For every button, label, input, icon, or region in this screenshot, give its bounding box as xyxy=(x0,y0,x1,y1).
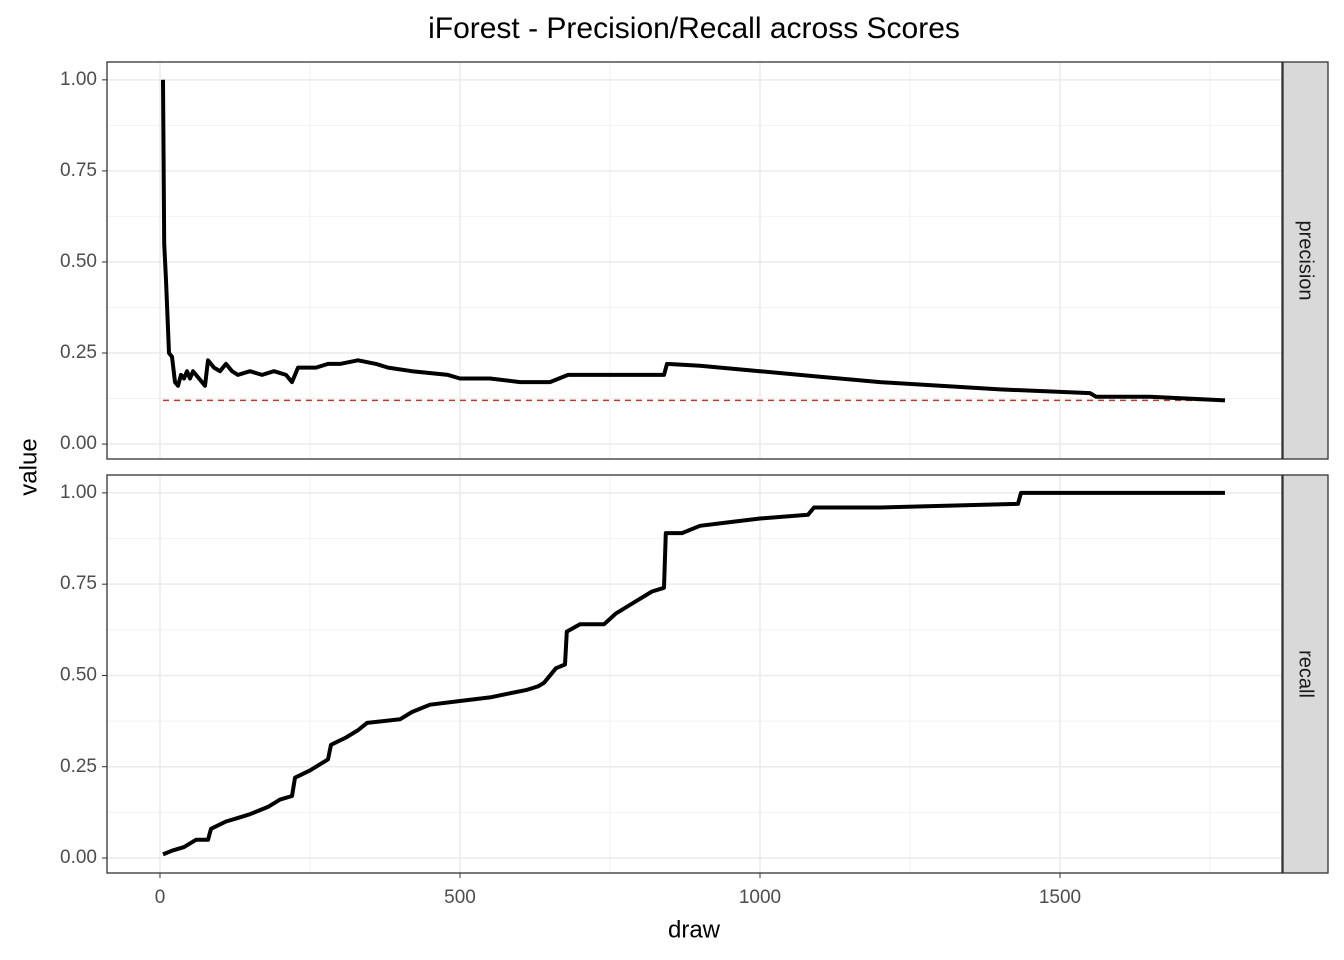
strip-label: recall xyxy=(1295,650,1317,698)
y-tick-label: 0.50 xyxy=(60,251,97,272)
y-tick-label: 1.00 xyxy=(60,69,97,90)
y-tick-label: 0.25 xyxy=(60,756,97,777)
y-tick-label: 0.00 xyxy=(60,847,97,868)
x-tick-label: 1500 xyxy=(1039,887,1081,908)
x-axis-title: draw xyxy=(668,916,721,943)
panel-background xyxy=(107,62,1282,459)
chart-title: iForest - Precision/Recall across Scores xyxy=(428,12,960,45)
y-axis-title: value xyxy=(15,438,42,495)
y-tick-label: 0.00 xyxy=(60,433,97,454)
line xyxy=(162,490,1225,857)
y-tick-label: 0.75 xyxy=(60,573,97,594)
x-tick-label: 0 xyxy=(155,887,166,908)
panel-background xyxy=(107,475,1282,873)
x-tick-label: 500 xyxy=(444,887,476,908)
y-tick-label: 1.00 xyxy=(60,482,97,503)
y-tick-label: 0.75 xyxy=(60,160,97,181)
strip xyxy=(1282,61,1329,460)
line xyxy=(161,79,1226,403)
panel-border xyxy=(106,474,1283,874)
y-tick-label: 0.50 xyxy=(60,664,97,685)
y-tick-label: 0.25 xyxy=(60,342,97,363)
x-tick-label: 1000 xyxy=(739,887,781,908)
strip-label: precision xyxy=(1295,220,1317,300)
panel-border xyxy=(106,61,1283,460)
strip xyxy=(1282,474,1329,874)
